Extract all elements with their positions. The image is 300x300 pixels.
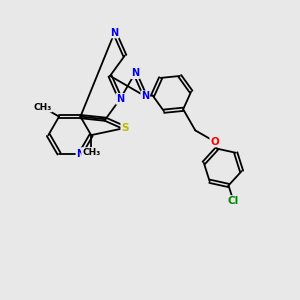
Text: N: N <box>116 94 124 104</box>
Text: N: N <box>141 91 149 101</box>
Text: S: S <box>121 123 129 133</box>
Text: N: N <box>110 28 118 38</box>
Text: CH₃: CH₃ <box>33 103 52 112</box>
Text: O: O <box>210 136 219 146</box>
Text: Cl: Cl <box>228 196 239 206</box>
Text: CH₃: CH₃ <box>82 148 100 157</box>
Text: N: N <box>131 68 139 78</box>
Text: N: N <box>76 149 85 159</box>
